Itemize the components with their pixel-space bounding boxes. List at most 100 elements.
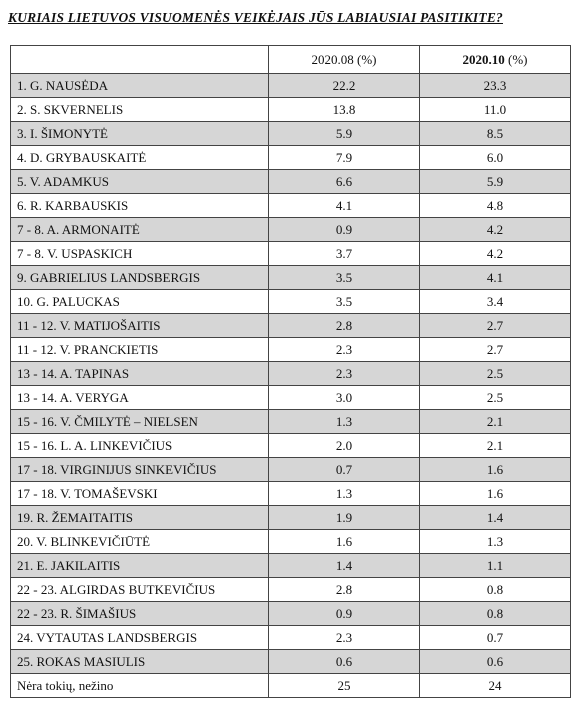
value-cell: 5.9 — [268, 121, 420, 146]
value-cell: 1.6 — [419, 457, 571, 482]
table-row: 1. G. NAUSĖDA 22.2 23.3 — [10, 73, 571, 98]
value-cell: 2.7 — [419, 313, 571, 338]
value-cell: 22.2 — [268, 73, 420, 98]
name-cell: 17 - 18. V. TOMAŠEVSKI — [10, 481, 269, 506]
title: KURIAIS LIETUVOS VISUOMENĖS VEIKĖJAIS JŪ… — [8, 10, 503, 25]
value-cell: 2.5 — [419, 361, 571, 386]
value-cell: 3.0 — [268, 385, 420, 410]
value-cell: 11.0 — [419, 97, 571, 122]
value-cell: 2.7 — [419, 337, 571, 362]
value-cell: 2.3 — [268, 625, 420, 650]
value-cell: 4.1 — [419, 265, 571, 290]
header-cell: 2020.10 (%) — [419, 45, 571, 74]
name-cell: 7 - 8. A. ARMONAITĖ — [10, 217, 269, 242]
table-row: 7 - 8. V. USPASKICH 3.7 4.2 — [10, 241, 571, 266]
name-cell: 11 - 12. V. MATIJOŠAITIS — [10, 313, 269, 338]
name-cell: 5. V. ADAMKUS — [10, 169, 269, 194]
name-cell: Nėra tokių, nežino — [10, 673, 269, 698]
table-row: 11 - 12. V. MATIJOŠAITIS 2.8 2.7 — [10, 313, 571, 338]
value-cell: 2.8 — [268, 313, 420, 338]
value-cell: 2.1 — [419, 409, 571, 434]
value-cell: 3.4 — [419, 289, 571, 314]
table-row: 7 - 8. A. ARMONAITĖ 0.9 4.2 — [10, 217, 571, 242]
value-cell: 1.4 — [268, 553, 420, 578]
value-cell: 2.8 — [268, 577, 420, 602]
unit: (%) — [357, 51, 377, 67]
table-row: Nėra tokių, nežino 25 24 — [10, 673, 571, 698]
value-cell: 5.9 — [419, 169, 571, 194]
table-row: 20. V. BLINKEVIČIŪTĖ 1.6 1.3 — [10, 529, 571, 554]
value-cell: 1.3 — [419, 529, 571, 554]
name-cell: 3. I. ŠIMONYTĖ — [10, 121, 269, 146]
value-cell: 1.3 — [268, 481, 420, 506]
value-cell: 0.7 — [268, 457, 420, 482]
table-row: 22 - 23. ALGIRDAS BUTKEVIČIUS 2.8 0.8 — [10, 577, 571, 602]
name-cell: 15 - 16. L. A. LINKEVIČIUS — [10, 433, 269, 458]
table-row: 22 - 23. R. ŠIMAŠIUS 0.9 0.8 — [10, 601, 571, 626]
name-cell: 22 - 23. R. ŠIMAŠIUS — [10, 601, 269, 626]
period: 2020.10 — [462, 51, 505, 67]
name-cell: 9. GABRIELIUS LANDSBERGIS — [10, 265, 269, 290]
period: 2020.08 — [311, 51, 354, 67]
value-cell: 2.5 — [419, 385, 571, 410]
value-cell: 0.9 — [268, 217, 420, 242]
value-cell: 13.8 — [268, 97, 420, 122]
table-row: 6. R. KARBAUSKIS 4.1 4.8 — [10, 193, 571, 218]
table-row: 10. G. PALUCKAS 3.5 3.4 — [10, 289, 571, 314]
value-cell: 6.6 — [268, 169, 420, 194]
value-cell: 3.7 — [268, 241, 420, 266]
name-cell: 10. G. PALUCKAS — [10, 289, 269, 314]
value-cell: 2.3 — [268, 337, 420, 362]
value-cell: 24 — [419, 673, 571, 698]
table-row: 13 - 14. A. VERYGA 3.0 2.5 — [10, 385, 571, 410]
table-row: 11 - 12. V. PRANCKIETIS 2.3 2.7 — [10, 337, 571, 362]
table-row: 24. VYTAUTAS LANDSBERGIS 2.3 0.7 — [10, 625, 571, 650]
value-cell: 3.5 — [268, 265, 420, 290]
table-row: 3. I. ŠIMONYTĖ 5.9 8.5 — [10, 121, 571, 146]
value-cell: 2.3 — [268, 361, 420, 386]
value-cell: 0.6 — [268, 649, 420, 674]
value-cell: 0.7 — [419, 625, 571, 650]
unit: (%) — [508, 51, 528, 67]
value-cell: 2.0 — [268, 433, 420, 458]
name-cell: 21. E. JAKILAITIS — [10, 553, 269, 578]
name-cell: 13 - 14. A. VERYGA — [10, 385, 269, 410]
value-cell: 4.1 — [268, 193, 420, 218]
value-cell: 2.1 — [419, 433, 571, 458]
value-cell: 1.6 — [419, 481, 571, 506]
value-cell: 1.1 — [419, 553, 571, 578]
value-cell: 4.8 — [419, 193, 571, 218]
value-cell: 1.6 — [268, 529, 420, 554]
name-cell: 25. ROKAS MASIULIS — [10, 649, 269, 674]
table-row: 2. S. SKVERNELIS 13.8 11.0 — [10, 97, 571, 122]
value-cell: 4.2 — [419, 217, 571, 242]
name-cell: 19. R. ŽEMAITAITIS — [10, 505, 269, 530]
name-cell: 4. D. GRYBAUSKAITĖ — [10, 145, 269, 170]
value-cell: 1.4 — [419, 505, 571, 530]
header-cell: 2020.08 (%) — [268, 45, 420, 74]
value-cell: 0.8 — [419, 577, 571, 602]
name-cell: 13 - 14. A. TAPINAS — [10, 361, 269, 386]
header-row: 2020.08 (%) 2020.10 (%) — [10, 45, 571, 74]
table-row: 17 - 18. VIRGINIJUS SINKEVIČIUS 0.7 1.6 — [10, 457, 571, 482]
value-cell: 7.9 — [268, 145, 420, 170]
name-cell: 22 - 23. ALGIRDAS BUTKEVIČIUS — [10, 577, 269, 602]
name-cell: 24. VYTAUTAS LANDSBERGIS — [10, 625, 269, 650]
value-cell: 3.5 — [268, 289, 420, 314]
table-row: 9. GABRIELIUS LANDSBERGIS 3.5 4.1 — [10, 265, 571, 290]
name-cell: 7 - 8. V. USPASKICH — [10, 241, 269, 266]
table-row: 15 - 16. L. A. LINKEVIČIUS 2.0 2.1 — [10, 433, 571, 458]
table-row: 5. V. ADAMKUS 6.6 5.9 — [10, 169, 571, 194]
name-cell: 15 - 16. V. ČMILYTĖ – NIELSEN — [10, 409, 269, 434]
value-cell: 6.0 — [419, 145, 571, 170]
table-row: 13 - 14. A. TAPINAS 2.3 2.5 — [10, 361, 571, 386]
value-cell: 1.9 — [268, 505, 420, 530]
value-cell: 0.9 — [268, 601, 420, 626]
table-row: 19. R. ŽEMAITAITIS 1.9 1.4 — [10, 505, 571, 530]
name-cell: 6. R. KARBAUSKIS — [10, 193, 269, 218]
table-row: 25. ROKAS MASIULIS 0.6 0.6 — [10, 649, 571, 674]
name-cell: 1. G. NAUSĖDA — [10, 73, 269, 98]
table-row: 15 - 16. V. ČMILYTĖ – NIELSEN 1.3 2.1 — [10, 409, 571, 434]
value-cell: 0.6 — [419, 649, 571, 674]
name-cell: 2. S. SKVERNELIS — [10, 97, 269, 122]
